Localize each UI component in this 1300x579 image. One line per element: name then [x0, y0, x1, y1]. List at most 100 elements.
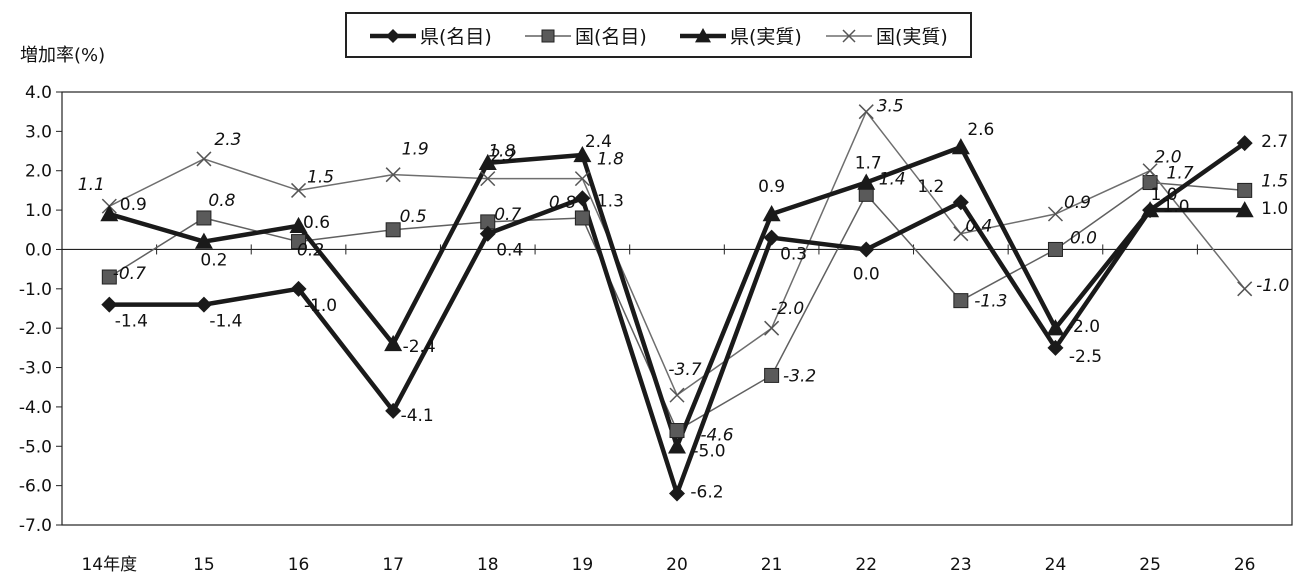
- data-label: -6.2: [690, 483, 723, 503]
- data-point-marker: [195, 296, 212, 313]
- data-point-marker: [385, 167, 401, 183]
- data-point-marker: [669, 423, 685, 439]
- data-label: 1.8: [597, 150, 624, 170]
- data-label: 2.0: [1155, 148, 1182, 168]
- data-label: 1.5: [1261, 171, 1288, 191]
- data-label: 0.0: [853, 264, 880, 284]
- data-label: 0.5: [400, 207, 427, 227]
- data-point-marker: [574, 210, 590, 226]
- data-point-marker: [573, 145, 592, 163]
- data-label: 0.4: [965, 217, 992, 237]
- data-point-marker: [1141, 201, 1160, 218]
- data-label: 3.5: [877, 97, 904, 117]
- data-point-marker: [952, 194, 969, 211]
- data-label: -1.3: [974, 292, 1007, 312]
- data-point-marker: [385, 222, 401, 238]
- legend-marker: [695, 28, 711, 43]
- data-point-marker: [858, 241, 875, 258]
- data-point-marker: [101, 269, 117, 285]
- y-tick-label: -1.0: [19, 280, 52, 300]
- data-label: -1.0: [304, 296, 337, 316]
- y-tick-label: -3.0: [19, 359, 52, 379]
- data-point-marker: [291, 234, 307, 250]
- data-point-marker: [1142, 175, 1158, 191]
- data-label: 0.2: [297, 241, 324, 261]
- y-tick-label: 1.0: [25, 201, 52, 221]
- y-tick-label: -4.0: [19, 398, 52, 418]
- y-tick-label: -2.0: [19, 319, 52, 339]
- data-label: 1.4: [879, 169, 906, 189]
- data-point-marker: [574, 190, 591, 207]
- y-tick-label: 0.0: [25, 240, 52, 260]
- data-point-marker: [1047, 206, 1063, 222]
- data-point-marker: [574, 171, 590, 187]
- data-label: 0.7: [494, 205, 521, 225]
- data-point-marker: [762, 205, 781, 222]
- data-label: 2.6: [967, 120, 994, 140]
- data-label: 0.8: [549, 193, 576, 213]
- data-label: 2.7: [1261, 132, 1288, 152]
- x-tick-label: 17: [382, 555, 404, 575]
- data-point-marker: [101, 296, 118, 313]
- x-tick-label: 26: [1234, 555, 1256, 575]
- data-label: 1.3: [597, 191, 624, 211]
- data-label: -5.0: [692, 441, 725, 461]
- legend-box: [345, 12, 972, 58]
- data-label: 0.9: [758, 177, 785, 197]
- data-label: -4.1: [401, 406, 434, 426]
- legend-label: 県(実質): [730, 26, 802, 48]
- data-label: -1.4: [115, 312, 148, 332]
- data-label: 2.2: [490, 146, 517, 166]
- data-label: 1.1: [78, 175, 105, 195]
- data-point-marker: [1046, 319, 1065, 336]
- data-point-marker: [764, 320, 780, 336]
- data-label: -2.0: [1067, 317, 1100, 337]
- data-point-marker: [857, 173, 876, 190]
- data-point-marker: [764, 367, 780, 383]
- data-point-marker: [858, 104, 874, 120]
- x-tick-label: 24: [1045, 555, 1067, 575]
- data-point-marker: [291, 182, 307, 198]
- data-label: -1.0: [1256, 276, 1289, 296]
- data-label: 0.6: [303, 213, 330, 233]
- data-point-marker: [1237, 182, 1253, 198]
- data-point-marker: [953, 293, 969, 309]
- data-point-marker: [1047, 339, 1064, 356]
- data-label: 0.2: [200, 251, 227, 271]
- data-label: 0.9: [120, 195, 147, 215]
- data-label: 0.8: [208, 191, 235, 211]
- data-point-marker: [478, 153, 497, 171]
- data-label: 1.0: [1151, 185, 1178, 205]
- data-point-marker: [763, 229, 780, 246]
- legend-marker: [842, 29, 856, 43]
- data-label: 0.9: [1064, 193, 1091, 213]
- data-label: 1.2: [917, 177, 944, 197]
- data-point-marker: [479, 225, 496, 242]
- data-point-marker: [196, 210, 212, 226]
- data-point-marker: [1142, 163, 1158, 179]
- data-label: 1.5: [307, 167, 334, 187]
- data-label: 2.3: [214, 130, 241, 150]
- data-point-marker: [290, 280, 307, 297]
- y-tick-label: -5.0: [19, 437, 52, 457]
- data-label: -0.7: [113, 264, 146, 284]
- legend-label: 国(実質): [876, 26, 948, 48]
- data-label: -1.4: [209, 312, 242, 332]
- data-label: 1.7: [855, 154, 882, 174]
- data-label: 0.4: [496, 241, 523, 261]
- y-axis-label: 増加率(%): [20, 45, 105, 66]
- x-tick-label: 18: [477, 555, 499, 575]
- data-label: -2.4: [403, 337, 436, 357]
- data-label: -3.7: [668, 360, 701, 380]
- data-point-marker: [194, 232, 213, 249]
- data-point-marker: [385, 402, 402, 419]
- y-tick-label: 4.0: [25, 83, 52, 103]
- y-tick-label: 3.0: [25, 122, 52, 142]
- data-point-marker: [668, 437, 686, 454]
- data-point-marker: [100, 205, 119, 222]
- series-line: [108, 144, 1245, 453]
- y-tick-label: 2.0: [25, 162, 52, 182]
- data-label: 0.3: [780, 245, 807, 265]
- x-tick-label: 23: [950, 555, 972, 575]
